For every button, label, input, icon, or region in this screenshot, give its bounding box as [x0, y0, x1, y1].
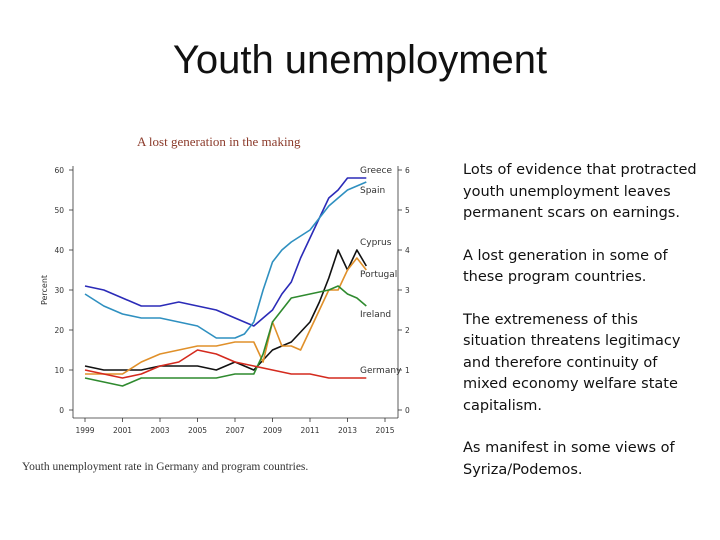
bullet-item: Lots of evidence that protracted youth u…: [463, 162, 697, 221]
bullet-item: As manifest in some views of Syriza/Pode…: [463, 440, 675, 478]
x-tick-label: 2015: [375, 426, 394, 435]
series-line-cyprus: [84, 249, 367, 371]
series-label-cyprus: Cyprus: [360, 238, 392, 248]
y-tick-label: 0: [59, 406, 64, 415]
chart-title: A lost generation in the making: [137, 134, 301, 149]
x-tick-label: 2011: [300, 426, 319, 435]
series-line-portugal: [85, 257, 367, 375]
bullet-list: Lots of evidence that protracted youth u…: [463, 160, 703, 502]
x-tick-label: 2013: [338, 426, 357, 435]
y-tick-label: 60: [54, 166, 64, 175]
x-tick-label: 2009: [263, 426, 282, 435]
x-tick-label: 2005: [188, 426, 207, 435]
series-label-greece: Greece: [360, 166, 392, 176]
slide-title: Youth unemployment: [172, 38, 548, 82]
y-axis-label: Percent: [40, 275, 49, 305]
series-line-ireland: [84, 285, 367, 387]
y-tick-label-right: 10: [405, 366, 410, 375]
y-tick-label: 10: [54, 366, 64, 375]
series-line-germany: [84, 349, 367, 379]
y-tick-label: 20: [54, 326, 64, 335]
y-tick-label: 30: [54, 286, 64, 295]
y-tick-label-right: 30: [405, 286, 410, 295]
series-line-spain: [84, 181, 367, 339]
series-label-spain: Spain: [360, 186, 385, 196]
series-label-ireland: Ireland: [360, 310, 391, 320]
line-chart: 0 0 10 10 20 20 30 30 40 40 50 50 60 60 1999 2001 2003 20…: [40, 166, 410, 435]
y-tick-label-right: 20: [405, 326, 410, 335]
y-tick-label: 40: [54, 246, 64, 255]
x-tick-label: 1999: [75, 426, 94, 435]
series-line-greece: [84, 177, 367, 327]
bullet-item: A lost generation in some of these progr…: [463, 247, 668, 286]
y-tick-label-right: 0: [405, 406, 410, 415]
y-tick-label: 50: [54, 206, 64, 215]
bullet-item: The extremeness of this situation threat…: [463, 311, 681, 414]
chart-caption: Youth unemployment rate in Germany and p…: [22, 461, 309, 473]
x-tick-label: 2007: [225, 426, 244, 435]
series-label-germany: Germany: [360, 366, 402, 376]
x-tick-label: 2003: [150, 426, 169, 435]
y-tick-label-right: 50: [405, 206, 410, 215]
y-tick-label-right: 40: [405, 246, 410, 255]
series-label-portugal: Portugal: [360, 270, 397, 280]
y-tick-label-right: 60: [405, 166, 410, 175]
x-tick-label: 2001: [113, 426, 132, 435]
